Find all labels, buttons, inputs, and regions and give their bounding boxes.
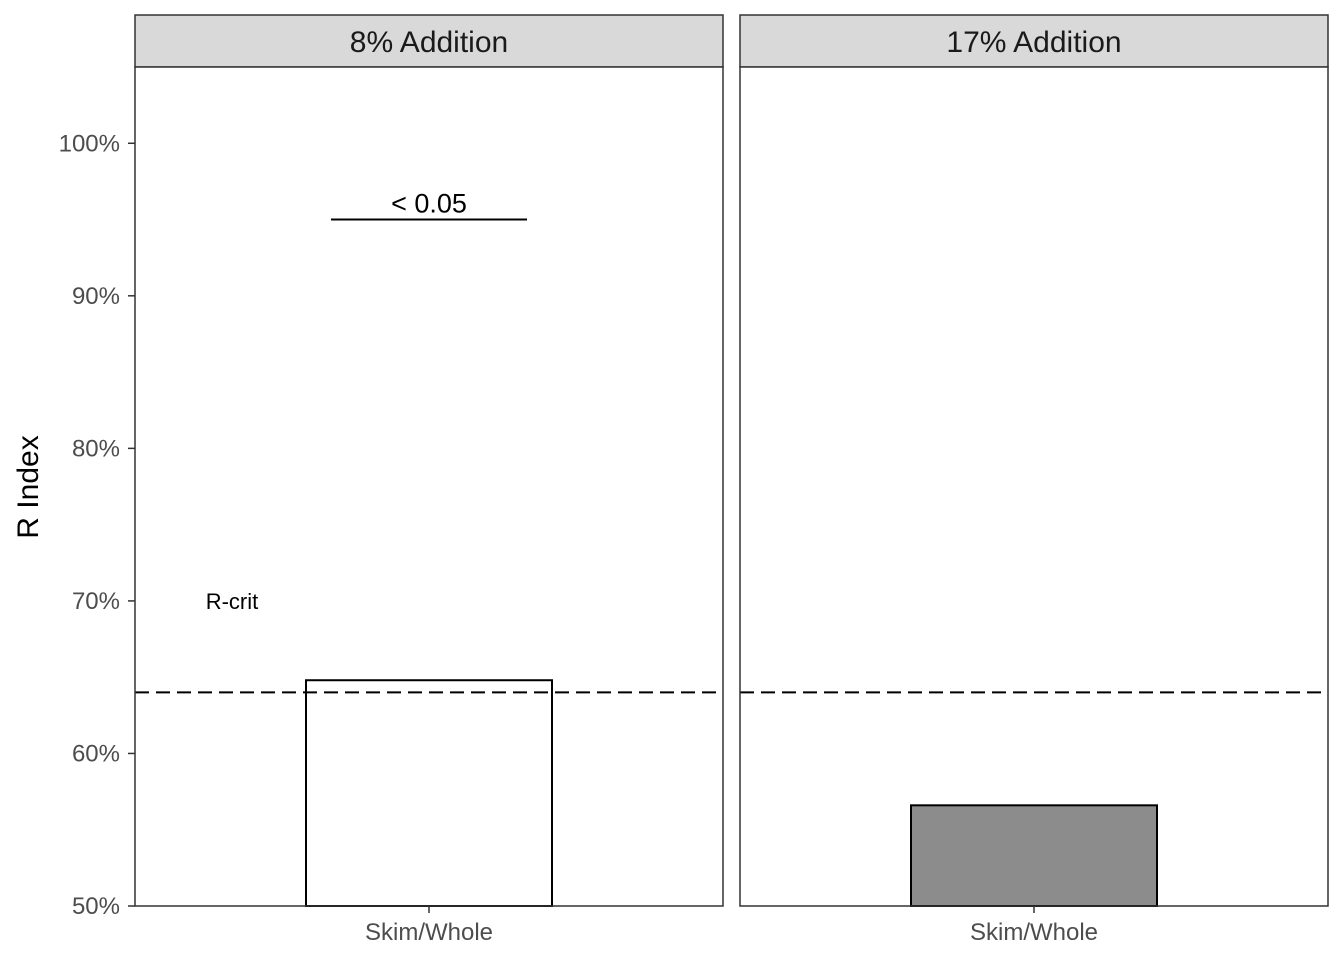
y-tick-label: 90%	[72, 283, 120, 310]
bar	[305, 679, 553, 907]
y-tick-label: 60%	[72, 740, 120, 767]
panels: 8% Addition Skim/Whole < 0.05 R-crit 17% Add…	[134, 14, 1329, 946]
y-axis: 50% 60% 70% 80% 90% 100%	[59, 130, 135, 920]
panel-strip-label: 17% Addition	[946, 26, 1121, 59]
panel-2: 17% Addition Skim/Whole	[739, 14, 1329, 946]
panel-border	[739, 66, 1329, 907]
y-tick-label: 50%	[72, 893, 120, 920]
y-tick-label: 100%	[59, 130, 120, 157]
y-axis-title: R Index	[12, 435, 45, 538]
y-tick-label: 80%	[72, 435, 120, 462]
y-tick-label: 70%	[72, 588, 120, 615]
panel-1: 8% Addition Skim/Whole < 0.05 R-crit	[134, 14, 724, 946]
panel-background	[740, 67, 1328, 906]
significance-label: < 0.05	[391, 189, 467, 219]
x-tick-label: Skim/Whole	[970, 919, 1098, 946]
x-tick-label: Skim/Whole	[365, 919, 493, 946]
panel-strip-label: 8% Addition	[350, 26, 508, 59]
panel-border	[134, 66, 724, 907]
bar	[910, 804, 1158, 908]
reference-line-label: R-crit	[206, 589, 259, 614]
